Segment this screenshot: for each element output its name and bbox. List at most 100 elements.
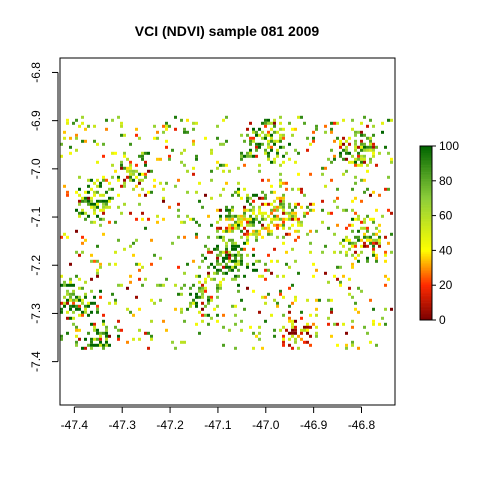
raster-cell bbox=[204, 289, 207, 293]
raster-cell bbox=[225, 244, 228, 248]
raster-cell bbox=[249, 202, 252, 206]
raster-cell bbox=[261, 274, 264, 278]
raster-cell bbox=[243, 214, 246, 218]
raster-cell bbox=[93, 295, 96, 299]
raster-cell bbox=[237, 166, 240, 170]
raster-cell bbox=[348, 286, 351, 290]
raster-cell bbox=[345, 226, 348, 230]
raster-cell bbox=[75, 148, 78, 152]
raster-cell bbox=[270, 190, 273, 194]
raster-cell bbox=[294, 238, 297, 242]
raster-cell bbox=[351, 253, 354, 257]
raster-cell bbox=[120, 124, 123, 128]
raster-cell bbox=[354, 160, 357, 164]
raster-cell bbox=[93, 202, 96, 206]
raster-cell bbox=[180, 118, 183, 122]
raster-cell bbox=[309, 334, 312, 338]
raster-cell bbox=[243, 163, 246, 167]
raster-cell bbox=[351, 325, 354, 329]
raster-cell bbox=[303, 121, 306, 125]
raster-cell bbox=[243, 226, 246, 230]
raster-cell bbox=[291, 334, 294, 338]
raster-cell bbox=[285, 211, 288, 215]
colorbar-band bbox=[420, 276, 432, 279]
raster-cell bbox=[75, 208, 78, 212]
raster-cell bbox=[75, 295, 78, 299]
raster-cell bbox=[90, 253, 93, 257]
raster-cell bbox=[348, 277, 351, 281]
colorbar-band bbox=[420, 234, 432, 237]
raster-cell bbox=[303, 211, 306, 215]
raster-cell bbox=[114, 220, 117, 224]
raster-cell bbox=[90, 343, 93, 347]
raster-cell bbox=[216, 313, 219, 317]
raster-cell bbox=[93, 124, 96, 128]
raster-cell bbox=[261, 235, 264, 239]
raster-cell bbox=[150, 334, 153, 338]
raster-cell bbox=[384, 235, 387, 239]
raster-cell bbox=[297, 334, 300, 338]
raster-cell bbox=[306, 325, 309, 329]
raster-cell bbox=[147, 169, 150, 173]
raster-cell bbox=[66, 289, 69, 293]
raster-cell bbox=[258, 337, 261, 341]
raster-cell bbox=[309, 172, 312, 176]
raster-cell bbox=[360, 145, 363, 149]
raster-cell bbox=[174, 346, 177, 350]
raster-cell bbox=[345, 235, 348, 239]
raster-cell bbox=[288, 211, 291, 215]
raster-cell bbox=[330, 307, 333, 311]
raster-cell bbox=[324, 244, 327, 248]
raster-cell bbox=[285, 262, 288, 266]
raster-cell bbox=[225, 253, 228, 257]
raster-cell bbox=[315, 268, 318, 272]
raster-cell bbox=[279, 292, 282, 296]
colorbar-band bbox=[420, 156, 432, 159]
raster-cell bbox=[102, 208, 105, 212]
raster-cell bbox=[90, 277, 93, 281]
raster-cell bbox=[225, 247, 228, 251]
raster-cell bbox=[66, 316, 69, 320]
raster-cell bbox=[306, 148, 309, 152]
raster-cell bbox=[387, 208, 390, 212]
raster-cell bbox=[267, 268, 270, 272]
raster-cell bbox=[276, 208, 279, 212]
raster-cell bbox=[261, 217, 264, 221]
raster-cell bbox=[105, 202, 108, 206]
raster-cell bbox=[270, 202, 273, 206]
raster-cell bbox=[375, 256, 378, 260]
raster-cell bbox=[69, 151, 72, 155]
raster-cell bbox=[267, 223, 270, 227]
raster-cell bbox=[75, 343, 78, 347]
raster-cell bbox=[252, 247, 255, 251]
raster-cell bbox=[96, 142, 99, 146]
raster-cell bbox=[243, 187, 246, 191]
colorbar-band bbox=[420, 182, 432, 185]
raster-cell bbox=[153, 253, 156, 257]
raster-cell bbox=[78, 202, 81, 206]
raster-cell bbox=[198, 280, 201, 284]
raster-cell bbox=[195, 154, 198, 158]
raster-cell bbox=[138, 172, 141, 176]
colorbar-band bbox=[420, 189, 432, 192]
raster-cell bbox=[264, 202, 267, 206]
raster-cell bbox=[117, 283, 120, 287]
raster-cell bbox=[84, 217, 87, 221]
raster-cell bbox=[222, 250, 225, 254]
raster-cell bbox=[240, 229, 243, 233]
raster-cell bbox=[363, 244, 366, 248]
raster-cell bbox=[207, 298, 210, 302]
raster-cell bbox=[129, 175, 132, 179]
raster-cell bbox=[180, 310, 183, 314]
raster-cell bbox=[225, 271, 228, 275]
raster-cell bbox=[219, 268, 222, 272]
raster-cell bbox=[249, 139, 252, 143]
raster-cell bbox=[117, 205, 120, 209]
raster-cell bbox=[255, 217, 258, 221]
raster-cell bbox=[252, 208, 255, 212]
raster-cell bbox=[312, 202, 315, 206]
raster-cell bbox=[216, 229, 219, 233]
raster-cell bbox=[246, 238, 249, 242]
raster-cell bbox=[90, 289, 93, 293]
raster-cell bbox=[282, 313, 285, 317]
